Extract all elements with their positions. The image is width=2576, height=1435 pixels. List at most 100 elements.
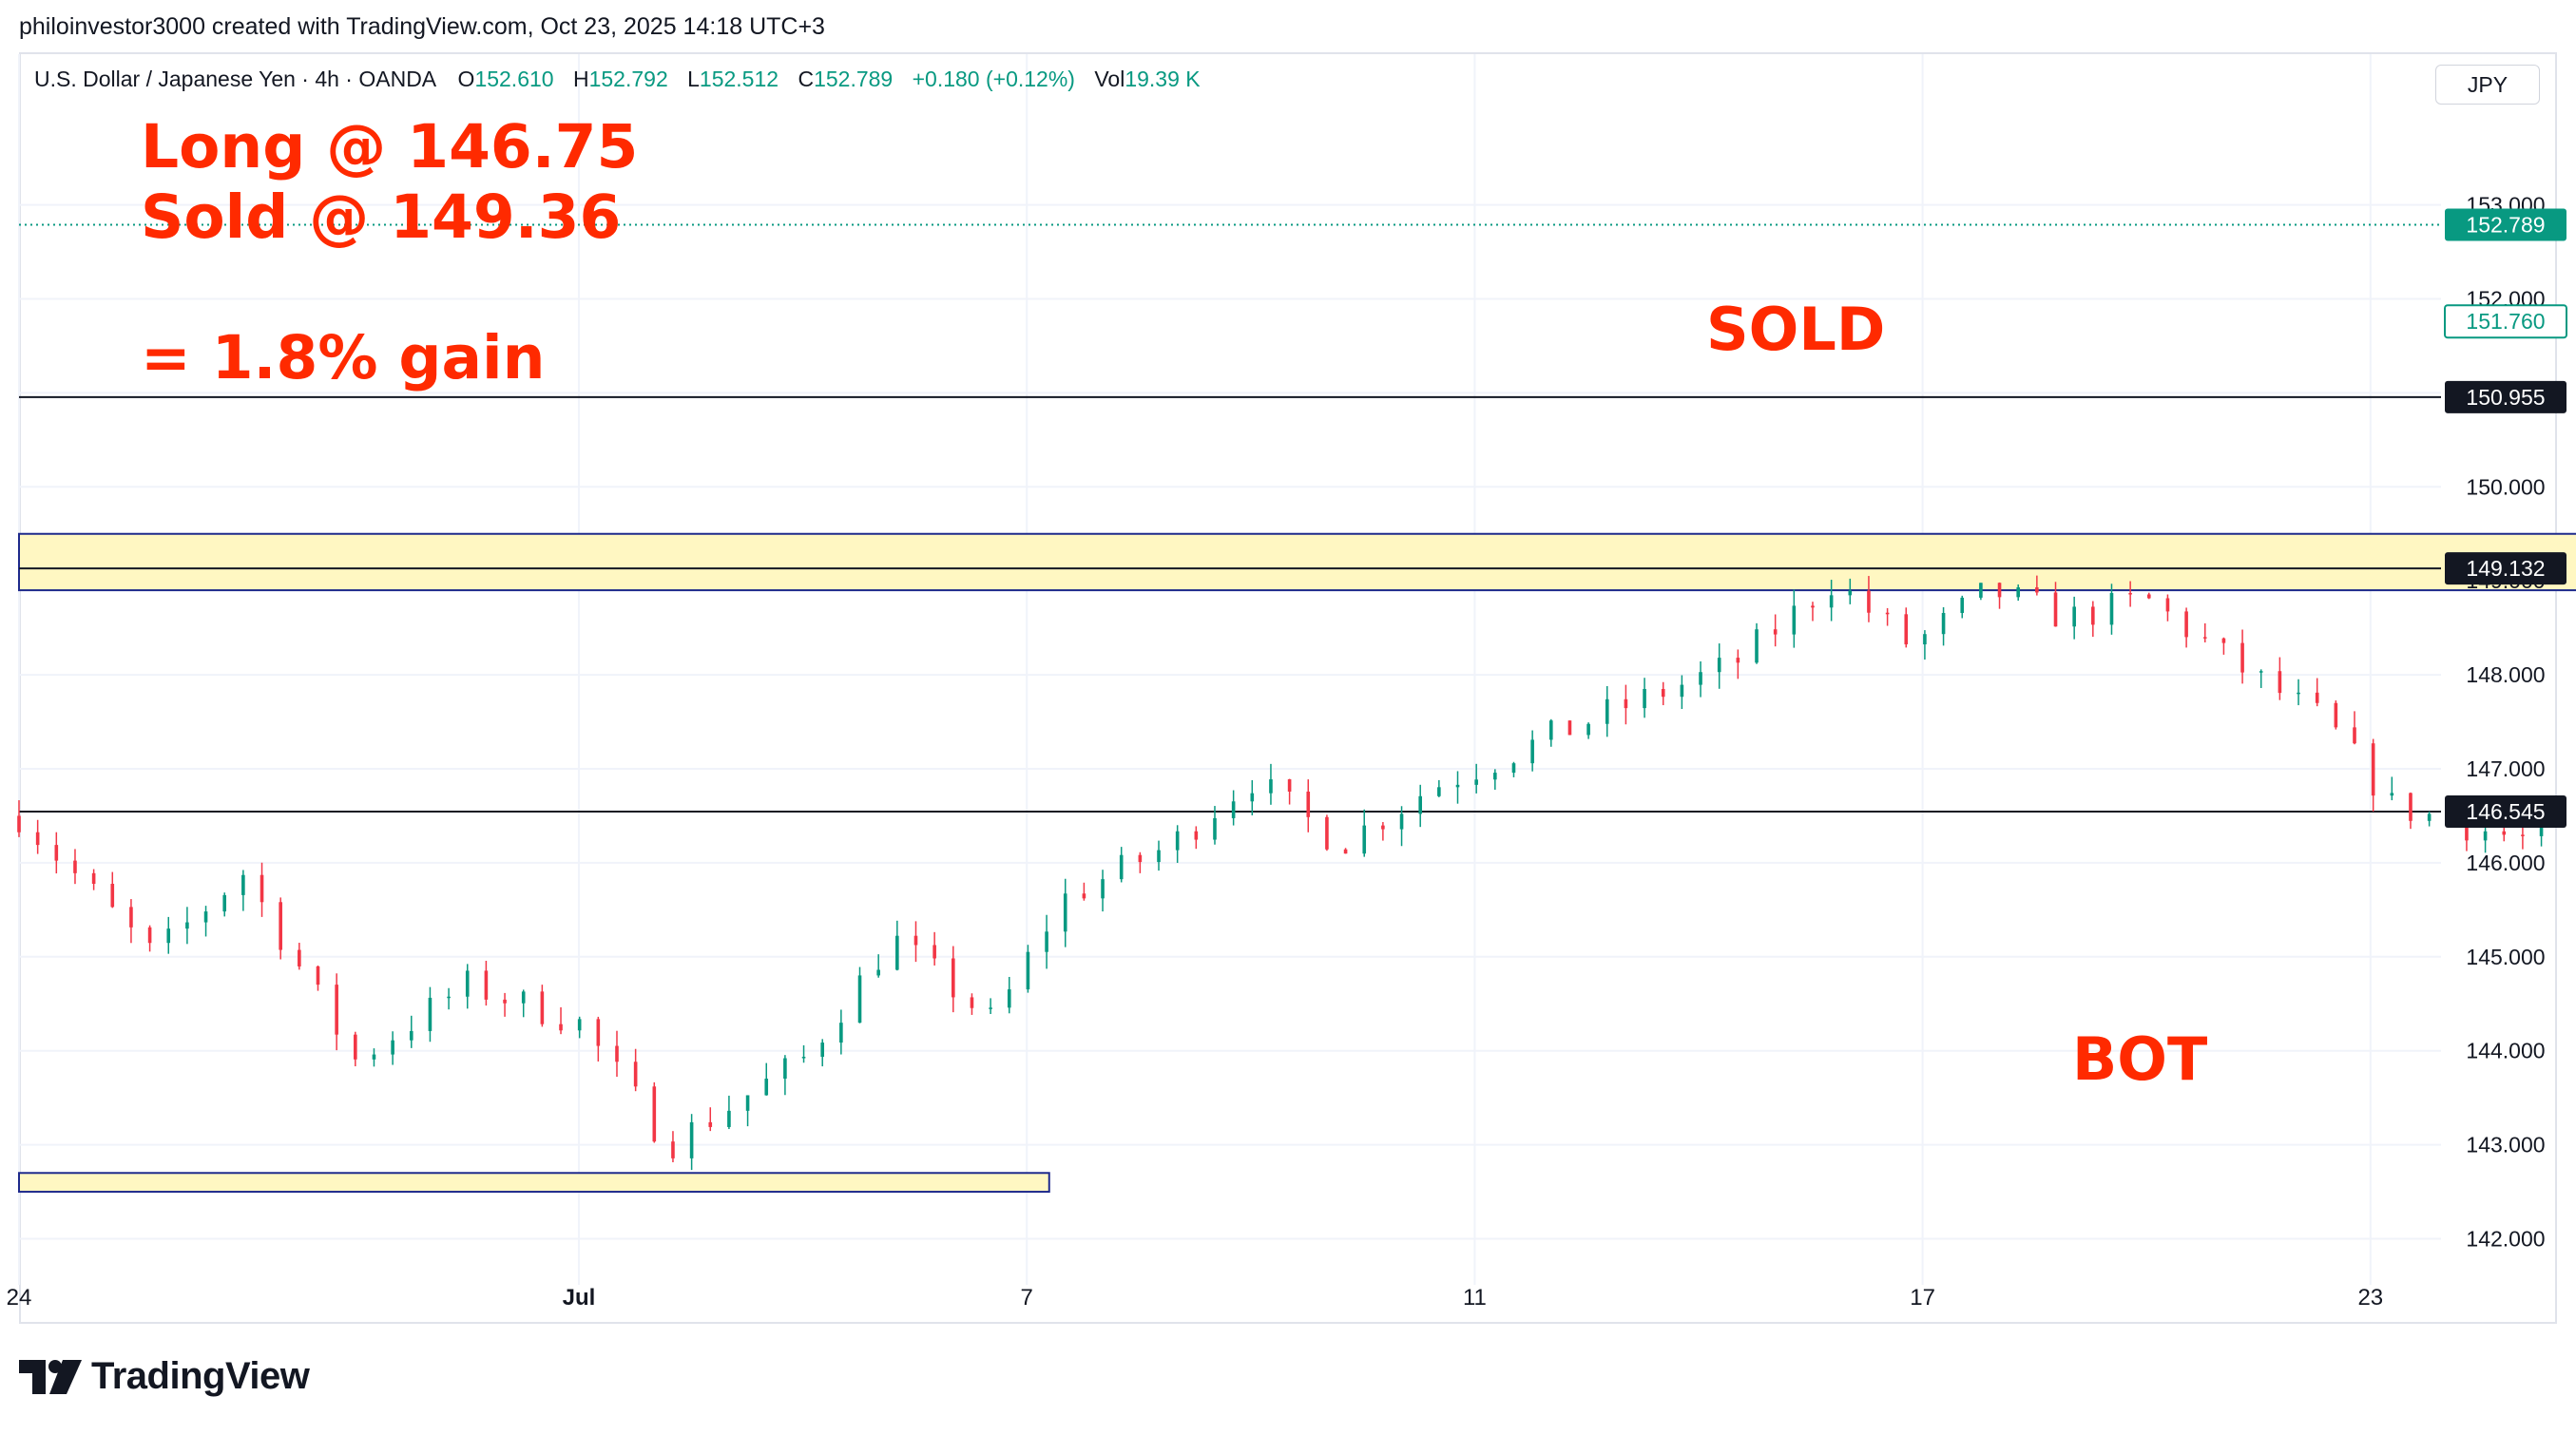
candle-87 [1643, 678, 1646, 718]
candle-83 [1567, 720, 1572, 736]
candle-17 [335, 973, 338, 1051]
candle-body-64 [1213, 817, 1217, 840]
candle-body-65 [1231, 801, 1236, 818]
candle-body-120 [2259, 671, 2263, 673]
candle-26 [503, 992, 507, 1017]
candle-body-38 [727, 1110, 731, 1127]
candle-body-32 [615, 1045, 619, 1062]
candle-body-6 [129, 907, 133, 928]
candle-120 [2259, 669, 2263, 688]
candle-75 [1418, 784, 1423, 828]
candle-body-57 [1082, 893, 1086, 899]
sold-exit-text: Sold @ 149.36 [141, 182, 622, 252]
author-line: philoinvestor3000 created with TradingVi… [19, 13, 825, 40]
candle-body-67 [1269, 779, 1273, 794]
july-low-zone [18, 1172, 1050, 1194]
candle-body-96 [1811, 605, 1815, 608]
candle-body-34 [652, 1086, 657, 1142]
open-value: 152.610 [474, 67, 554, 91]
candle-body-107 [2016, 587, 2020, 598]
candle-body-80 [1511, 763, 1516, 774]
price-axis[interactable]: 142.000 143.000 144.000 145.000 146.000 147.0… [2444, 193, 2567, 1252]
candle-128 [2409, 792, 2413, 830]
price-badge-text-4: 146.545 [2466, 799, 2545, 824]
candle-body-114 [2146, 594, 2151, 599]
candle-body-18 [354, 1034, 357, 1060]
candle-body-52 [989, 1007, 992, 1009]
candle-63 [1194, 826, 1199, 850]
candle-8 [166, 916, 171, 954]
candle-115 [2165, 594, 2170, 622]
candle-body-33 [633, 1062, 638, 1087]
candle-body-73 [1381, 825, 1385, 830]
candle-body-48 [913, 935, 918, 946]
candle-body-128 [2409, 793, 2413, 821]
candle-body-110 [2072, 606, 2076, 627]
candles [17, 575, 2563, 1171]
candle-body-63 [1194, 831, 1199, 840]
candle-1 [35, 819, 40, 854]
currency-button[interactable]: JPY [2435, 65, 2540, 105]
candle-51 [970, 993, 974, 1015]
candle-50 [952, 946, 955, 1013]
price-chart[interactable]: 142.000 143.000 144.000 145.000 146.000 147.0… [0, 0, 2576, 1330]
candle-body-93 [1755, 629, 1759, 663]
candle-body-31 [596, 1019, 601, 1046]
candle-body-15 [298, 949, 301, 966]
candle-84 [1586, 722, 1590, 739]
candle-body-56 [1063, 893, 1067, 932]
candle-53 [1007, 976, 1011, 1014]
candle-85 [1605, 685, 1609, 737]
candle-94 [1773, 614, 1778, 647]
price-tick-8: 150.000 [2466, 474, 2545, 499]
candle-110 [2072, 596, 2076, 640]
candle-body-8 [166, 928, 171, 944]
candle-9 [185, 907, 189, 945]
price-badge-bg-2 [2445, 380, 2566, 413]
price-badge-146.545: 146.545 [2445, 794, 2566, 828]
candle-body-94 [1773, 629, 1778, 635]
candle-body-5 [110, 883, 115, 908]
candle-body-106 [1997, 583, 2002, 598]
candle-6 [129, 899, 133, 944]
candle-body-2 [54, 845, 59, 861]
close-value: 152.789 [814, 67, 894, 91]
candle-36 [689, 1114, 694, 1171]
candle-54 [1026, 945, 1030, 993]
candle-90 [1699, 660, 1702, 698]
candle-89 [1680, 675, 1684, 710]
candle-62 [1175, 825, 1180, 863]
candle-98 [1848, 578, 1853, 604]
candle-body-30 [577, 1019, 582, 1031]
candle-body-75 [1418, 795, 1423, 814]
candle-body-12 [241, 874, 245, 895]
tradingview-logo[interactable]: TradingView [19, 1355, 310, 1398]
candle-body-47 [895, 935, 899, 970]
candle-119 [2240, 629, 2244, 684]
candle-70 [1325, 814, 1329, 851]
candle-61 [1157, 840, 1161, 871]
candle-body-50 [952, 958, 955, 998]
candle-body-127 [2390, 793, 2394, 796]
candle-35 [671, 1131, 675, 1162]
candle-68 [1287, 778, 1292, 805]
candle-80 [1511, 761, 1516, 777]
candle-body-83 [1567, 720, 1572, 736]
price-badge-text-3: 149.132 [2466, 556, 2545, 581]
candle-body-129 [2427, 813, 2432, 821]
candle-55 [1045, 914, 1048, 969]
time-axis[interactable]: 24Jul7111723Aug7131925Sep5111723Oct71317 [7, 1285, 2576, 1311]
candle-body-7 [147, 927, 152, 944]
candle-body-36 [689, 1121, 694, 1158]
price-badge-152.789: 152.789 [2445, 208, 2566, 241]
tradingview-logo-icon [19, 1359, 82, 1394]
price-badge-150.955: 150.955 [2445, 380, 2566, 413]
candle-97 [1829, 580, 1834, 622]
candle-body-126 [2371, 743, 2375, 796]
candle-body-103 [1941, 612, 1946, 635]
candle-112 [2109, 584, 2114, 635]
time-tick-2: 7 [1021, 1285, 1033, 1311]
candle-body-20 [391, 1040, 394, 1055]
candle-body-100 [1885, 612, 1890, 615]
candle-29 [559, 1006, 563, 1035]
